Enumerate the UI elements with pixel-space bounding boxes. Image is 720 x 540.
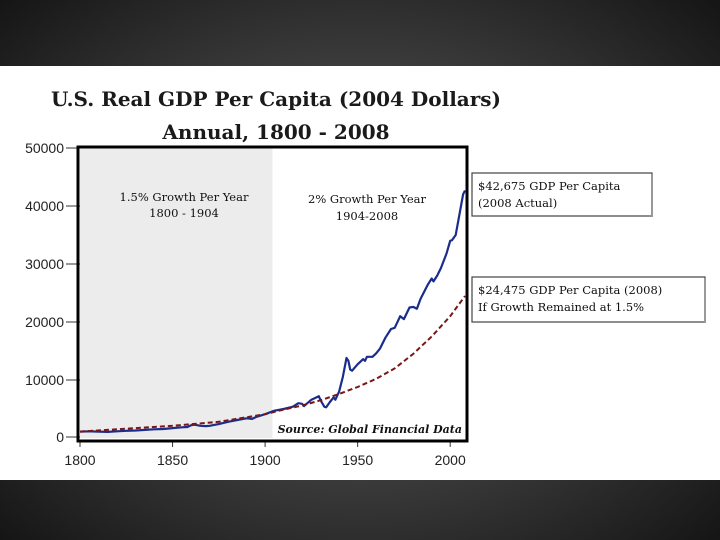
period2-years: 1904-2008 [336, 209, 398, 223]
x-tick-label: 2000 [435, 452, 466, 468]
x-tick-label: 1950 [342, 452, 373, 468]
period1-years: 1800 - 1904 [149, 206, 219, 220]
series-layer [79, 190, 466, 433]
x-axis: 1800 1850 1900 1950 2000 [64, 440, 466, 468]
y-tick-label: 10000 [25, 372, 64, 388]
x-tick-label: 1850 [157, 452, 188, 468]
shaded-region-1800-1904 [80, 148, 273, 438]
gdp-chart: U.S. Real GDP Per Capita (2004 Dollars) … [25, 87, 706, 468]
y-tick-label: 30000 [25, 256, 64, 272]
period1-label: 1.5% Growth Per Year [120, 190, 249, 204]
chart-subtitle: Annual, 1800 - 2008 [161, 120, 389, 144]
series-counterfactual-line [79, 295, 466, 433]
y-tick-label: 0 [56, 429, 64, 445]
counterfactual-callout-line1: $24,475 GDP Per Capita (2008) [478, 283, 662, 297]
slide-panel: U.S. Real GDP Per Capita (2004 Dollars) … [0, 66, 720, 480]
y-tick-label: 20000 [25, 314, 64, 330]
period2-label: 2% Growth Per Year [308, 192, 426, 206]
source-note: Source: Global Financial Data [278, 423, 462, 436]
series-actual-gdp-line [79, 190, 466, 433]
chart-title: U.S. Real GDP Per Capita (2004 Dollars) [51, 87, 501, 111]
actual-callout-line2: (2008 Actual) [478, 196, 557, 210]
x-tick-label: 1800 [64, 452, 95, 468]
actual-callout: $42,675 GDP Per Capita (2008 Actual) [471, 172, 653, 217]
plot-frame [76, 145, 469, 443]
counterfactual-callout: $24,475 GDP Per Capita (2008) If Growth … [471, 276, 706, 323]
y-tick-label: 50000 [25, 140, 64, 156]
counterfactual-callout-line2: If Growth Remained at 1.5% [478, 300, 644, 314]
actual-callout-line1: $42,675 GDP Per Capita [478, 179, 621, 193]
x-tick-label: 1900 [250, 452, 281, 468]
y-tick-label: 40000 [25, 198, 64, 214]
y-axis: 0 10000 20000 30000 40000 50000 [25, 140, 80, 445]
